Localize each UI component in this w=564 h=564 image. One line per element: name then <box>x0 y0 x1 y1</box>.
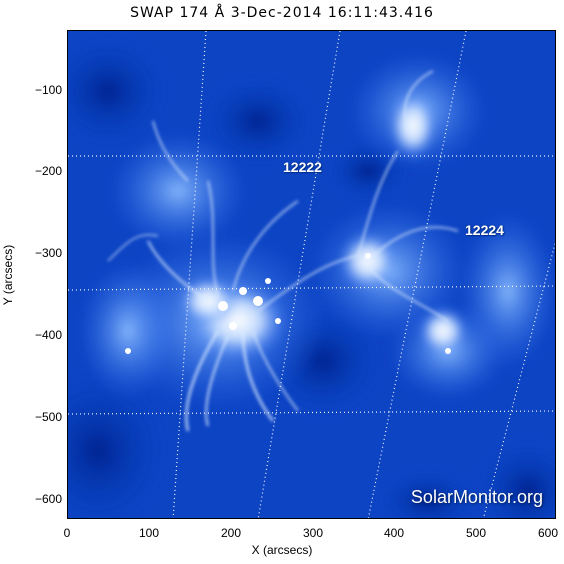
x-tick-label: 0 <box>63 526 71 540</box>
euv-solar-image <box>68 31 555 518</box>
x-axis-label: X (arcsecs) <box>251 543 313 557</box>
y-tick-label: −500 <box>34 410 62 424</box>
x-tick-label: 200 <box>220 526 242 540</box>
solarmonitor-watermark: SolarMonitor.org <box>410 487 543 507</box>
x-tick-label: 300 <box>302 526 324 540</box>
solar-image-panel: 12222 12224 SolarMonitor.org <box>67 30 556 519</box>
y-tick-label: −100 <box>34 83 62 97</box>
y-tick-label: −600 <box>34 492 62 506</box>
heliographic-grid <box>68 31 555 518</box>
active-region-label-12224: 12224 <box>465 222 504 238</box>
y-tick-label: −200 <box>34 164 62 178</box>
bright-knots <box>125 253 451 354</box>
x-tick-label: 600 <box>537 526 559 540</box>
image-title: SWAP 174 Å 3-Dec-2014 16:11:43.416 <box>130 5 434 21</box>
x-tick-label: 100 <box>138 526 160 540</box>
y-axis-label: Y (arcsecs) <box>1 244 15 306</box>
x-tick-label: 400 <box>383 526 405 540</box>
active-region-label-12222: 12222 <box>283 159 322 175</box>
coronal-loops <box>107 70 459 432</box>
x-tick-label: 500 <box>465 526 487 540</box>
y-tick-label: −300 <box>34 246 62 260</box>
y-tick-label: −400 <box>34 328 62 342</box>
